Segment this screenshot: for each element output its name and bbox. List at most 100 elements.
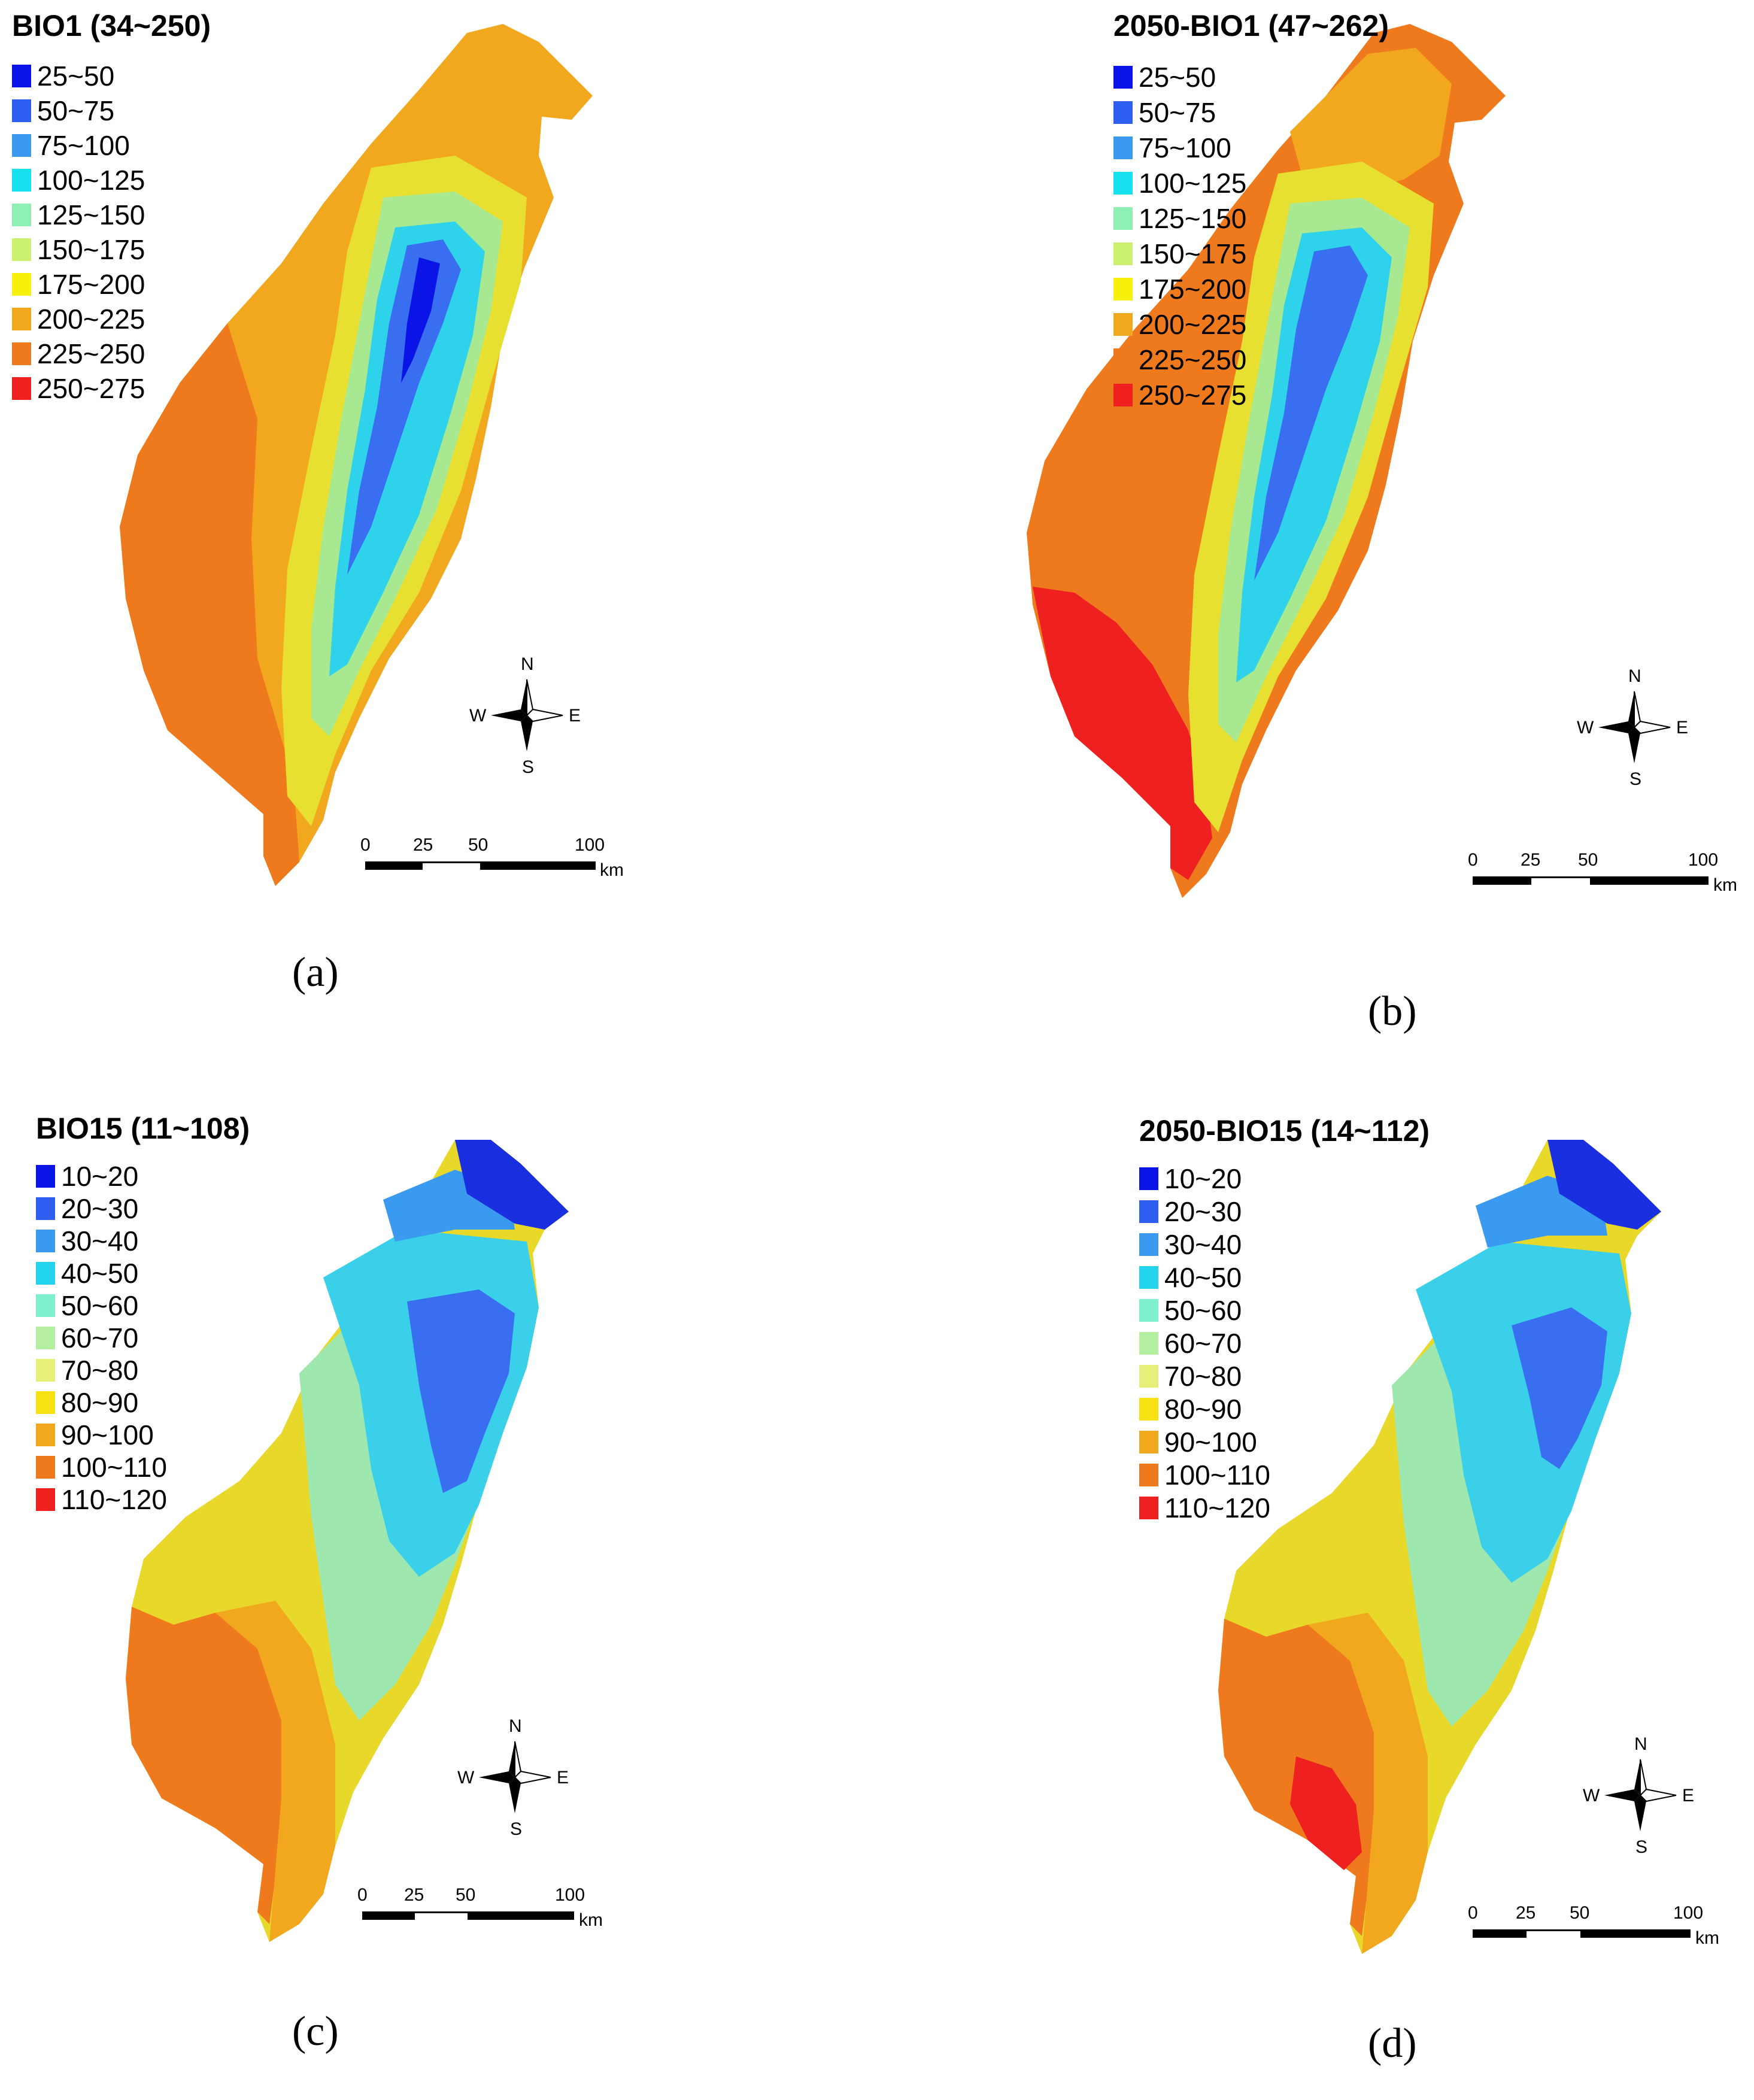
legend-item: 30~40 xyxy=(1139,1227,1242,1260)
legend-swatch xyxy=(36,1229,55,1252)
compass-east: E xyxy=(1676,718,1689,738)
legend-item: 20~30 xyxy=(36,1191,138,1224)
map-panel-d: 2050-BIO15 (14~112) 10~20 20~30 30~40 40… xyxy=(877,1050,1754,2100)
scale-unit: km xyxy=(1695,1928,1719,1948)
high-elevation-zone xyxy=(329,221,485,676)
legend-swatch xyxy=(12,168,31,192)
compass-east: E xyxy=(557,1768,569,1788)
legend-item: 175~200 xyxy=(12,267,145,299)
legend-label: 50~75 xyxy=(1139,96,1216,128)
legend-item: 150~175 xyxy=(1113,236,1246,269)
southwest-hot-zone xyxy=(1033,587,1212,880)
legend-label: 90~100 xyxy=(61,1419,154,1450)
legend-item: 30~40 xyxy=(36,1224,138,1256)
western-plain-zone xyxy=(120,323,299,886)
legend-label: 25~50 xyxy=(37,60,115,92)
scale-tick: 0 xyxy=(1468,1903,1478,1923)
north-tip-zone xyxy=(1547,1140,1661,1230)
scale-bar: 0 25 50 100 km xyxy=(1468,850,1748,898)
legend-item: 50~60 xyxy=(1139,1293,1242,1325)
legend-swatch xyxy=(12,238,31,261)
compass-star-icon xyxy=(479,1741,551,1813)
legend-item: 40~50 xyxy=(1139,1260,1242,1292)
legend-label: 100~110 xyxy=(1164,1459,1270,1491)
scale-tick: 25 xyxy=(1516,1903,1536,1923)
legend-item: 100~125 xyxy=(12,163,145,195)
scale-unit: km xyxy=(1713,875,1737,895)
legend-swatch xyxy=(12,342,31,365)
peak-zone xyxy=(1254,245,1368,581)
legend-label: 20~30 xyxy=(1164,1195,1242,1227)
legend-item: 110~120 xyxy=(36,1482,167,1515)
legend-swatch xyxy=(36,1423,55,1446)
compass-star-icon xyxy=(1598,691,1671,763)
map-title: BIO1 (34~250) xyxy=(12,9,211,43)
southwest-zone xyxy=(126,1607,281,1924)
legend-item: 70~80 xyxy=(36,1353,138,1385)
scale-bar: 0 25 50 100 km xyxy=(357,1885,614,1933)
legend-item: 100~125 xyxy=(1113,166,1246,198)
legend-label: 25~50 xyxy=(1139,61,1216,93)
panel-label: (b) xyxy=(1368,988,1417,1034)
compass-north: N xyxy=(1634,1734,1647,1754)
legend-label: 75~100 xyxy=(1139,132,1231,163)
legend-label: 250~275 xyxy=(37,372,145,404)
northern-zone xyxy=(1290,48,1452,198)
compass-rose-icon: N E S W xyxy=(469,654,581,777)
legend-swatch xyxy=(1139,1331,1158,1355)
legend-label: 30~40 xyxy=(61,1225,139,1257)
legend-swatch xyxy=(1139,1233,1158,1256)
scale-tick: 50 xyxy=(456,1885,476,1905)
legend-label: 100~110 xyxy=(61,1451,167,1483)
legend-label: 30~40 xyxy=(1164,1228,1242,1260)
legend-item: 70~80 xyxy=(1139,1359,1242,1391)
legend-item: 200~225 xyxy=(12,302,145,334)
legend-item: 40~50 xyxy=(36,1256,138,1288)
compass-south: S xyxy=(510,1819,523,1839)
map-panel-b: 2050-BIO1 (47~262) 25~50 50~75 75~100 10… xyxy=(877,0,1754,1050)
compass-south: S xyxy=(522,757,535,777)
legend-label: 150~175 xyxy=(37,233,145,265)
legend-swatch xyxy=(36,1488,55,1511)
scale-unit: km xyxy=(579,1910,603,1930)
legend-item: 60~70 xyxy=(36,1321,138,1353)
legend-item: 125~150 xyxy=(12,198,145,230)
legend-swatch xyxy=(12,64,31,87)
scale-bar: 0 25 50 100 km xyxy=(1468,1903,1736,1951)
map-title: 2050-BIO1 (47~262) xyxy=(1113,9,1389,43)
legend-label: 60~70 xyxy=(1164,1327,1242,1359)
taiwan-map-2050-bio15 xyxy=(1218,1140,1661,1954)
legend-item: 225~250 xyxy=(1113,342,1246,375)
legend-swatch xyxy=(36,1261,55,1285)
legend-swatch xyxy=(36,1164,55,1188)
legend-swatch xyxy=(36,1455,55,1479)
compass-south: S xyxy=(1629,769,1642,789)
compass-west: W xyxy=(469,706,487,726)
legend-swatch xyxy=(36,1358,55,1382)
scale-tick: 0 xyxy=(1468,850,1478,870)
map-title: BIO15 (11~108) xyxy=(36,1112,250,1145)
legend-swatch xyxy=(1139,1463,1158,1486)
southern-foothill-zone xyxy=(1308,1613,1428,1954)
legend-label: 175~200 xyxy=(1139,273,1247,305)
legend-label: 250~275 xyxy=(1139,379,1247,411)
summit-zone xyxy=(401,257,440,383)
legend-label: 125~150 xyxy=(37,199,145,230)
legend-item: 90~100 xyxy=(1139,1425,1257,1457)
compass-north: N xyxy=(1628,666,1641,686)
legend-item: 75~100 xyxy=(12,128,130,160)
legend-label: 50~75 xyxy=(37,95,115,126)
compass-star-icon xyxy=(1604,1759,1677,1831)
legend-swatch xyxy=(12,307,31,330)
scale-bar-graphic xyxy=(365,861,596,870)
legend-item: 80~90 xyxy=(1139,1392,1242,1424)
legend-item: 50~75 xyxy=(12,93,114,126)
north-tip-zone xyxy=(455,1140,569,1230)
scale-bar-graphic xyxy=(1473,876,1709,885)
compass-west: W xyxy=(457,1768,475,1788)
legend-swatch xyxy=(12,133,31,157)
legend-swatch xyxy=(1139,1266,1158,1289)
scale-tick: 0 xyxy=(357,1885,368,1905)
panel-label: (d) xyxy=(1368,2020,1417,2066)
legend-item: 80~90 xyxy=(36,1385,138,1418)
